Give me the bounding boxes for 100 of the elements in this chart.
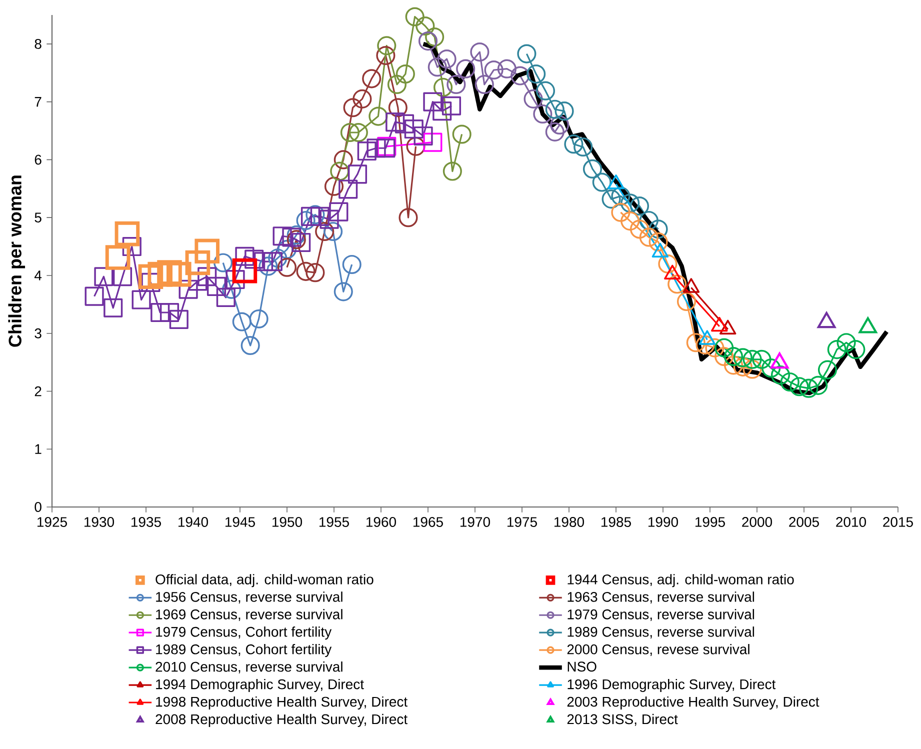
point: [484, 60, 504, 80]
point: [416, 16, 435, 36]
point: [676, 292, 696, 312]
point: [405, 7, 424, 26]
legend-label: 2008 Reproductive Health Survey, Direct: [156, 714, 408, 727]
x-tick-label: 2015: [883, 517, 913, 527]
point: [762, 358, 781, 378]
point: [696, 335, 715, 354]
point: [105, 245, 130, 270]
point: [836, 333, 856, 352]
point: [320, 210, 339, 229]
point: [282, 228, 302, 247]
point: [150, 302, 170, 322]
point: [470, 42, 490, 62]
point: [376, 46, 396, 66]
x-tick-label: 1930: [84, 517, 114, 527]
point: [724, 356, 744, 375]
point: [818, 360, 838, 380]
point: [724, 346, 744, 366]
point: [846, 340, 866, 360]
point: [733, 348, 752, 368]
point: [286, 225, 306, 244]
point: [742, 350, 762, 369]
legend-label: 1979 Census, Cohort fertility: [156, 626, 332, 640]
point: [799, 378, 818, 398]
x-tick-label: 1945: [225, 517, 255, 527]
y-tick-label: 7: [34, 97, 42, 107]
legend-label: 1944 Census, adj. child-woman ratio: [568, 574, 794, 588]
point: [808, 376, 828, 395]
point: [310, 206, 330, 226]
legend-label: 2013 SISS, Direct: [567, 714, 678, 726]
point: [94, 267, 114, 286]
point: [423, 92, 442, 112]
legend-label: Official data, adj. child-woman ratio: [156, 574, 374, 588]
point: [434, 78, 453, 97]
point: [334, 150, 353, 170]
point: [630, 196, 650, 216]
point: [122, 236, 142, 256]
point: [198, 267, 217, 286]
point: [340, 122, 360, 142]
point: [342, 254, 362, 274]
point: [418, 32, 438, 51]
point: [277, 240, 297, 259]
legend-label: 2010 Census, reverse survival: [156, 661, 342, 674]
point: [178, 280, 198, 299]
point: [268, 248, 288, 268]
point: [396, 64, 415, 84]
point: [348, 164, 368, 184]
point: [526, 64, 546, 84]
legend-label: 1994 Demographic Survey, Direct: [156, 678, 364, 692]
point: [338, 180, 358, 199]
point: [524, 89, 543, 108]
point: [226, 270, 245, 290]
point: [222, 280, 242, 299]
point: [296, 262, 316, 281]
point: [404, 119, 424, 139]
point: [166, 262, 192, 287]
legend-label: 1989 Census, reverse survival: [568, 626, 754, 638]
point: [366, 138, 386, 158]
point: [214, 253, 233, 272]
x-tick-label: 1960: [366, 517, 396, 527]
x-tick-label: 2000: [742, 517, 772, 527]
point: [84, 286, 104, 306]
point: [564, 134, 584, 154]
point: [329, 202, 348, 222]
point: [752, 350, 772, 369]
point: [324, 176, 344, 196]
y-tick-label: 4: [34, 270, 42, 280]
point: [387, 74, 407, 94]
point: [315, 222, 334, 242]
point: [442, 96, 462, 116]
point: [357, 141, 376, 161]
point: [286, 230, 306, 250]
point: [790, 377, 809, 396]
point: [194, 238, 220, 264]
point: [827, 340, 846, 360]
y-tick-label: 8: [34, 38, 42, 49]
legend-label: 1956 Census, reverse survival: [156, 592, 342, 604]
point: [235, 246, 254, 266]
point: [550, 115, 570, 135]
point: [611, 202, 630, 222]
point: [437, 49, 456, 69]
point: [138, 264, 164, 290]
point: [428, 58, 447, 77]
point: [377, 36, 396, 56]
x-tick-label: 1935: [132, 517, 161, 527]
point: [169, 310, 188, 329]
point: [263, 252, 282, 272]
y-tick-label: 0: [34, 502, 42, 512]
y-axis-title: Children per woman: [8, 176, 26, 347]
point: [446, 74, 466, 94]
point: [780, 372, 800, 392]
x-tick-label: 2005: [789, 517, 819, 527]
point: [602, 190, 621, 209]
point: [394, 114, 414, 134]
x-tick-label: 1970: [460, 517, 490, 527]
point: [258, 256, 278, 276]
point: [386, 112, 405, 132]
point: [216, 288, 236, 307]
point: [582, 159, 602, 179]
